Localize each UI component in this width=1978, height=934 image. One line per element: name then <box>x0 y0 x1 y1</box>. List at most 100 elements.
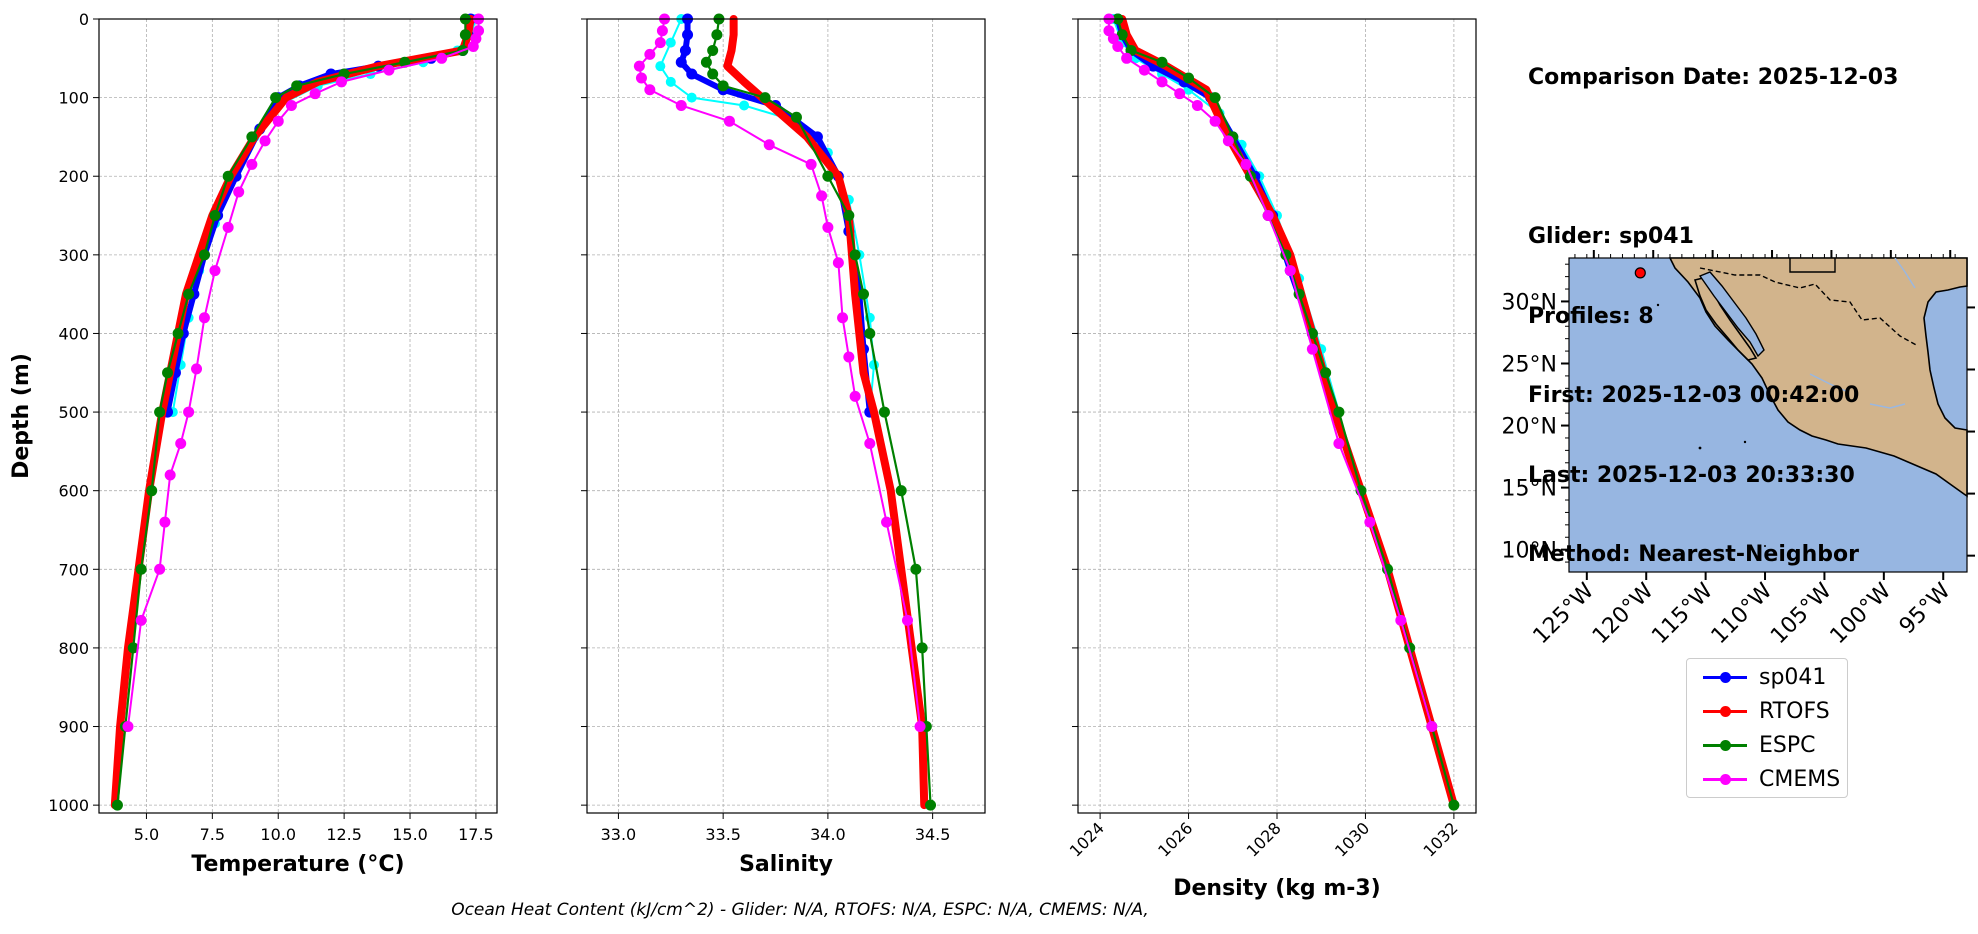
data-point-3-12 <box>1320 367 1332 379</box>
data-point-3-1 <box>711 29 723 41</box>
legend-item-rtofs: RTOFS <box>1699 695 1830 727</box>
data-point-4-11 <box>816 190 828 202</box>
ocean-heat-content-footer: Ocean Heat Content (kJ/cm^2) - Glider: N… <box>451 900 1149 920</box>
data-point-1-2 <box>679 44 691 56</box>
data-point-4-2 <box>654 37 666 49</box>
x-tick-label-2: 1028 <box>1243 818 1285 860</box>
info-spacer <box>1528 145 1898 172</box>
data-point-4-18 <box>881 516 893 528</box>
data-point-3-11 <box>183 288 195 300</box>
data-point-4-9 <box>1209 115 1221 127</box>
data-point-4-23 <box>122 721 134 733</box>
data-point-4-12 <box>1262 210 1274 222</box>
gulf-of-california <box>1698 271 1765 358</box>
data-point-3-16 <box>916 642 928 654</box>
data-point-3-18 <box>1448 799 1460 811</box>
data-point-4-17 <box>183 406 195 418</box>
legend-swatch-rtofs <box>1699 695 1751 727</box>
data-point-4-17 <box>1395 614 1407 626</box>
y-tick-label-4: 400 <box>58 324 89 343</box>
data-point-3-3 <box>700 56 712 68</box>
data-point-4-19 <box>164 469 176 481</box>
data-point-4-7 <box>675 99 687 111</box>
x-tick-label-3: 34.5 <box>915 825 951 844</box>
data-point-3-5 <box>291 80 303 92</box>
data-point-4-13 <box>832 257 844 269</box>
data-point-4-8 <box>1191 99 1203 111</box>
data-point-3-5 <box>1209 92 1221 104</box>
axes-frame <box>586 18 986 814</box>
map-lat-label-3: 15°N <box>1502 477 1557 502</box>
data-point-4-8 <box>723 115 735 127</box>
data-point-3-13 <box>162 367 174 379</box>
data-point-0-3 <box>665 76 676 87</box>
data-point-3-15 <box>146 485 158 497</box>
x-tick-label-4: 1032 <box>1419 818 1461 860</box>
data-point-4-4 <box>436 52 448 64</box>
data-point-4-10 <box>259 135 271 147</box>
rivers <box>1809 257 1916 409</box>
y-tick-label-0: 0 <box>79 10 89 29</box>
data-point-4-15 <box>843 351 855 363</box>
data-point-4-9 <box>272 115 284 127</box>
data-point-4-3 <box>644 48 656 60</box>
map-island-2 <box>1698 446 1702 450</box>
series-line-4 <box>126 18 480 728</box>
y-tick-label-10: 1000 <box>48 796 89 815</box>
legend-swatch-cmems <box>1699 763 1751 795</box>
x-tick-label-1: 1026 <box>1154 818 1196 860</box>
data-point-4-14 <box>1306 343 1318 355</box>
map-lat-label-2: 20°N <box>1502 415 1557 440</box>
legend-swatch-sp041 <box>1699 661 1751 693</box>
data-point-3-13 <box>878 406 890 418</box>
data-point-3-8 <box>822 170 834 182</box>
data-point-0-4 <box>686 92 697 103</box>
series-line-4 <box>1107 18 1433 728</box>
y-tick-label-9: 900 <box>58 718 89 737</box>
x-tick-label-0: 1024 <box>1066 818 1108 860</box>
x-tick-label-2: 34.0 <box>810 825 846 844</box>
data-point-3-3 <box>1156 56 1168 68</box>
data-point-3-13 <box>1333 406 1345 418</box>
data-point-4-11 <box>1240 158 1252 170</box>
panel-3: 1024 1026 1028 1030 1032 Density (kg m-3) <box>1066 13 1477 901</box>
comparison-info: Comparison Date: 2025-12-03 Glider: sp04… <box>1528 12 1898 595</box>
data-point-4-14 <box>209 265 221 277</box>
y-tick-label-6: 600 <box>58 482 89 501</box>
map-island-1 <box>1656 303 1660 307</box>
data-point-4-15 <box>1333 438 1345 450</box>
data-point-3-4 <box>707 68 719 80</box>
data-point-3-7 <box>246 131 258 143</box>
legend-label-espc: ESPC <box>1759 732 1816 758</box>
data-point-3-10 <box>198 249 210 261</box>
data-point-4-6 <box>644 84 656 96</box>
y-tick-label-3: 300 <box>58 246 89 265</box>
y-tick-label-7: 700 <box>58 560 89 579</box>
series-line-0 <box>1112 18 1340 414</box>
data-point-3-12 <box>864 327 876 339</box>
data-point-4-7 <box>1174 88 1186 100</box>
comparison-date: Comparison Date: 2025-12-03 <box>1528 65 1899 90</box>
legend-swatch-espc <box>1699 729 1751 761</box>
data-point-4-10 <box>805 158 817 170</box>
data-point-4-13 <box>222 221 234 233</box>
x-tick-label-4: 15.0 <box>392 825 428 844</box>
data-point-4-20 <box>159 516 171 528</box>
legend-label-sp041: sp041 <box>1759 664 1827 690</box>
us-mexico-border <box>1699 267 1919 347</box>
data-point-3-17 <box>127 642 139 654</box>
data-point-3-18 <box>925 799 937 811</box>
legend-label-rtofs: RTOFS <box>1759 698 1830 724</box>
x-axis-label: Temperature (°C) <box>191 852 404 877</box>
data-point-3-1 <box>459 29 471 41</box>
data-point-3-11 <box>858 288 870 300</box>
data-point-3-9 <box>843 210 855 222</box>
mexico-state-border <box>1789 258 1836 273</box>
legend: sp041 RTOFS ESPC CMEMS <box>1686 658 1848 798</box>
data-point-1-7 <box>811 131 823 143</box>
data-point-4-3 <box>1112 41 1124 53</box>
data-point-4-18 <box>175 438 187 450</box>
data-point-4-18 <box>1426 721 1438 733</box>
x-tick-label-2: 10.0 <box>260 825 296 844</box>
